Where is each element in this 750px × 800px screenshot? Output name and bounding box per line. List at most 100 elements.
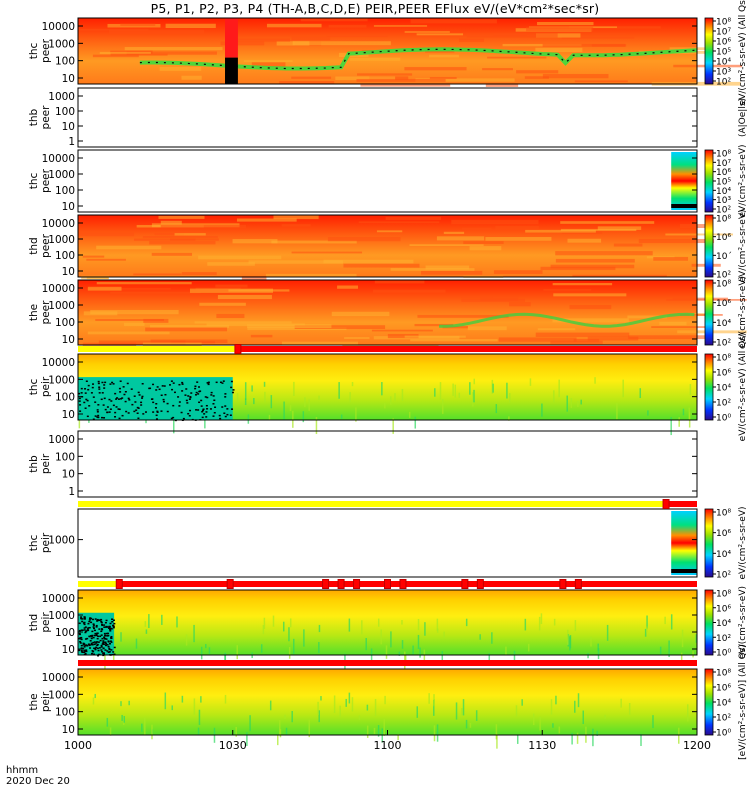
texture-streak bbox=[509, 393, 511, 404]
early-data-speckle bbox=[100, 634, 103, 636]
texture-streak bbox=[374, 698, 377, 717]
colorbar bbox=[704, 668, 714, 736]
early-data-speckle bbox=[87, 629, 90, 632]
texture-streak bbox=[485, 236, 552, 241]
colorbar-unit-label: eV/(cm²-s-sr-eV) bbox=[738, 209, 748, 282]
texture-streak bbox=[154, 233, 184, 236]
texture-streak bbox=[176, 616, 178, 628]
texture-streak bbox=[487, 56, 547, 59]
colorbar-tick-label: 10⁸ bbox=[716, 18, 731, 28]
texture-streak bbox=[541, 403, 543, 417]
texture-streak bbox=[597, 226, 642, 230]
panel-fill bbox=[78, 669, 697, 735]
texture-streak bbox=[277, 734, 279, 746]
early-data-speckle bbox=[99, 635, 102, 638]
panel-ylabel-product: peir bbox=[40, 691, 52, 712]
y-tick-label: 100 bbox=[55, 185, 75, 197]
early-data-speckle bbox=[180, 411, 183, 414]
texture-streak bbox=[665, 233, 733, 236]
texture-streak bbox=[236, 645, 238, 660]
early-data-speckle bbox=[189, 396, 192, 398]
texture-streak bbox=[181, 272, 217, 276]
texture-streak bbox=[318, 395, 320, 400]
early-data-speckle bbox=[114, 392, 117, 395]
early-data-speckle bbox=[97, 641, 100, 643]
texture-streak bbox=[300, 18, 368, 22]
texture-streak bbox=[491, 632, 493, 644]
texture-streak bbox=[181, 75, 202, 80]
early-data-speckle bbox=[212, 395, 215, 397]
panel-ylabel-probe: thb bbox=[28, 108, 40, 126]
early-data-speckle bbox=[93, 641, 96, 643]
texture-streak bbox=[249, 715, 251, 732]
early-data-speckle bbox=[78, 629, 81, 632]
y-tick-label: 1000 bbox=[48, 234, 75, 246]
texture-streak bbox=[668, 640, 670, 657]
colorbar-tick-label: 10⁴ bbox=[716, 550, 731, 560]
early-data-speckle bbox=[206, 396, 209, 399]
texture-streak bbox=[328, 24, 367, 28]
early-data-speckle bbox=[88, 626, 91, 629]
early-data-speckle bbox=[93, 627, 96, 630]
flag-marker bbox=[384, 579, 391, 589]
texture-streak bbox=[90, 310, 179, 315]
early-data-speckle bbox=[92, 418, 95, 421]
texture-streak bbox=[361, 620, 363, 635]
texture-streak bbox=[98, 340, 186, 345]
early-data-speckle bbox=[128, 399, 131, 401]
early-data-speckle bbox=[96, 411, 99, 413]
early-data-speckle bbox=[102, 642, 105, 644]
colorbar-tick-label: 10² bbox=[716, 206, 731, 216]
early-data-speckle bbox=[137, 417, 140, 420]
early-data-speckle bbox=[107, 627, 110, 629]
early-data-speckle bbox=[81, 629, 84, 631]
early-data-speckle bbox=[108, 651, 111, 653]
early-data-speckle bbox=[80, 649, 83, 652]
texture-streak bbox=[356, 79, 446, 82]
texture-streak bbox=[686, 704, 689, 722]
texture-streak bbox=[482, 68, 513, 71]
texture-streak bbox=[459, 38, 485, 42]
texture-streak bbox=[574, 700, 576, 713]
texture-streak bbox=[292, 41, 391, 46]
early-data-speckle bbox=[78, 633, 81, 636]
texture-streak bbox=[542, 73, 609, 79]
texture-streak bbox=[582, 710, 584, 725]
early-data-speckle bbox=[144, 411, 147, 413]
texture-streak bbox=[197, 727, 200, 736]
texture-streak bbox=[82, 342, 137, 346]
early-data-speckle bbox=[90, 637, 93, 640]
early-data-speckle bbox=[85, 649, 88, 651]
texture-streak bbox=[318, 624, 321, 633]
y-tick-label: 100 bbox=[55, 106, 75, 118]
texture-streak bbox=[145, 629, 148, 634]
texture-streak bbox=[303, 629, 305, 647]
texture-streak bbox=[358, 221, 440, 224]
y-tick-label: 10 bbox=[62, 266, 75, 278]
texture-streak bbox=[273, 215, 319, 220]
texture-streak bbox=[404, 654, 407, 662]
texture-streak bbox=[263, 617, 266, 629]
early-data-speckle bbox=[97, 654, 100, 657]
texture-streak bbox=[248, 260, 343, 264]
y-tick-label: 1000 bbox=[48, 38, 75, 50]
early-data-speckle bbox=[107, 641, 110, 643]
early-data-speckle bbox=[156, 410, 159, 413]
texture-streak bbox=[331, 311, 390, 317]
colorbar-tick-label: 10⁶ bbox=[716, 604, 731, 614]
early-data-speckle bbox=[219, 381, 222, 384]
texture-streak bbox=[536, 33, 581, 38]
texture-streak bbox=[576, 732, 579, 744]
early-data-speckle bbox=[78, 392, 81, 395]
early-data-speckle bbox=[100, 398, 103, 401]
texture-streak bbox=[284, 714, 286, 720]
texture-streak bbox=[532, 713, 535, 726]
early-data-speckle bbox=[96, 637, 99, 640]
early-data-speckle bbox=[188, 398, 191, 400]
flag-bar-red bbox=[237, 346, 698, 352]
texture-streak bbox=[591, 44, 627, 47]
texture-streak bbox=[417, 618, 420, 631]
texture-streak bbox=[272, 615, 275, 627]
early-data-speckle bbox=[108, 647, 111, 650]
flag-bar-yellow bbox=[78, 501, 667, 507]
